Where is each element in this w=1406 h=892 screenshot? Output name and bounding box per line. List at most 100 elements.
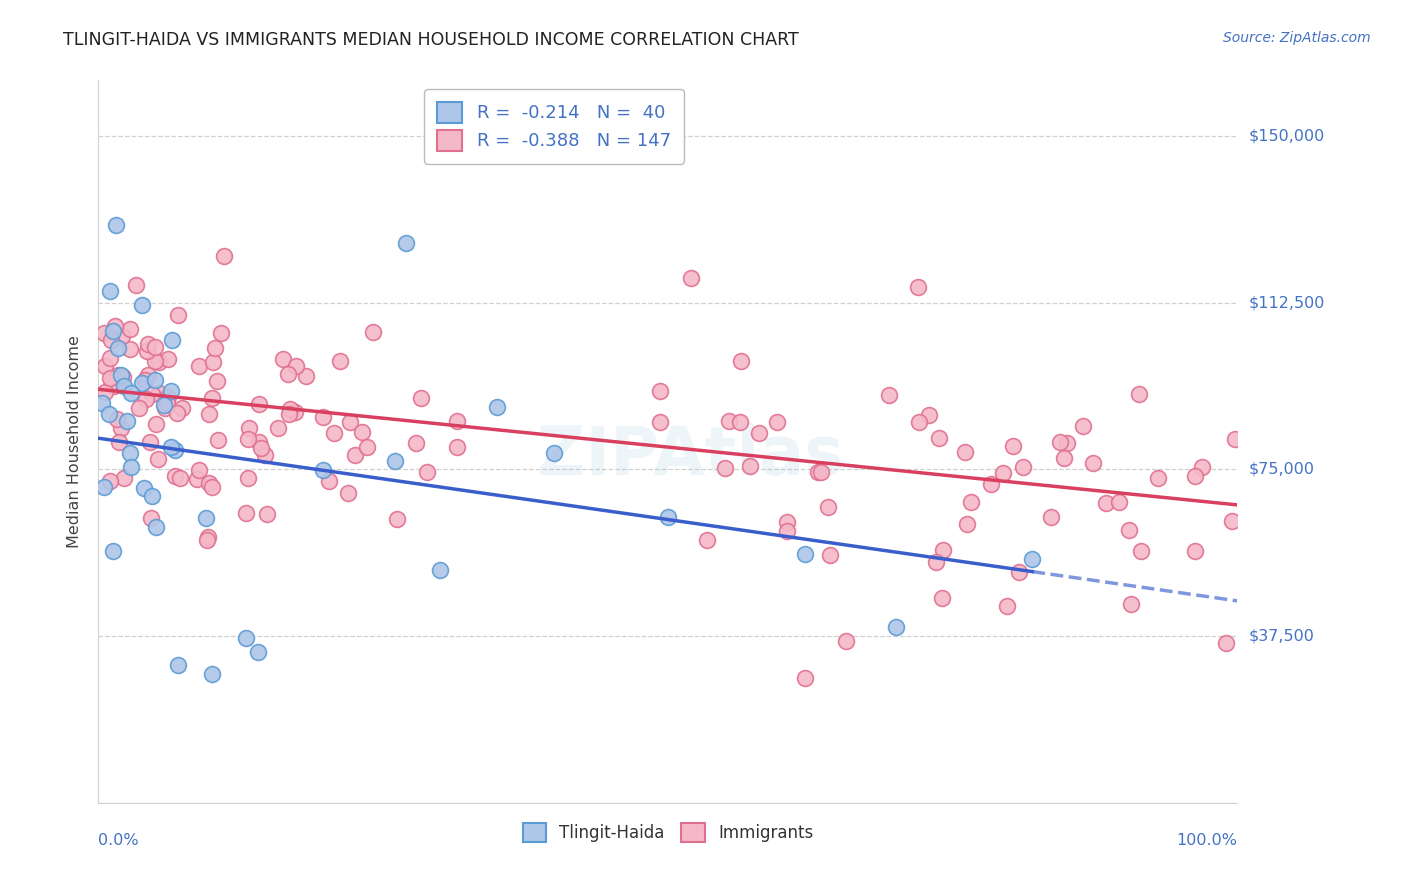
Text: $150,000: $150,000: [1249, 128, 1324, 144]
Point: [128, 401, 150, 415]
Point: [118, 446, 141, 460]
Point: [93, 480, 115, 494]
Point: [112, 370, 135, 384]
Point: [1220, 514, 1243, 528]
Point: [1081, 456, 1104, 470]
Y-axis label: Median Household Income: Median Household Income: [67, 335, 83, 548]
Point: [1012, 460, 1035, 475]
Point: [101, 375, 124, 389]
Point: [543, 446, 565, 460]
Point: [111, 329, 134, 343]
Point: [235, 632, 257, 646]
Point: [166, 406, 188, 420]
Point: [94, 385, 117, 400]
Point: [956, 516, 979, 531]
Point: [1147, 471, 1170, 485]
Point: [246, 645, 269, 659]
Point: [650, 384, 672, 399]
Point: [1049, 434, 1071, 449]
Point: [337, 486, 360, 500]
Point: [141, 386, 163, 401]
Point: [339, 415, 361, 429]
Point: [387, 512, 409, 526]
Point: [163, 442, 186, 457]
Point: [1128, 387, 1150, 401]
Point: [776, 524, 799, 539]
Point: [1052, 450, 1074, 465]
Point: [238, 420, 260, 434]
Point: [235, 506, 257, 520]
Point: [960, 495, 983, 509]
Point: [1073, 418, 1095, 433]
Point: [148, 386, 170, 401]
Point: [120, 343, 142, 357]
Point: [103, 378, 125, 392]
Point: [267, 420, 290, 434]
Point: [247, 435, 270, 450]
Point: [143, 353, 166, 368]
Point: [395, 235, 418, 250]
Point: [932, 542, 955, 557]
Point: [209, 326, 232, 340]
Point: [98, 351, 121, 365]
Point: [679, 271, 702, 285]
Point: [254, 448, 277, 462]
Point: [648, 416, 671, 430]
Point: [384, 454, 406, 468]
Point: [278, 401, 301, 416]
Point: [143, 341, 166, 355]
Point: [156, 351, 179, 366]
Point: [187, 359, 209, 373]
Point: [120, 386, 142, 401]
Point: [1008, 565, 1031, 579]
Point: [98, 474, 121, 488]
Point: [1191, 460, 1213, 475]
Point: [139, 511, 162, 525]
Point: [1184, 544, 1206, 558]
Point: [284, 405, 307, 419]
Point: [250, 442, 273, 456]
Point: [918, 408, 941, 422]
Point: [156, 390, 179, 404]
Point: [125, 277, 148, 292]
Text: $37,500: $37,500: [1249, 629, 1315, 643]
Point: [195, 533, 218, 547]
Point: [356, 440, 378, 454]
Point: [136, 368, 159, 383]
Point: [931, 591, 953, 606]
Point: [657, 509, 679, 524]
Point: [118, 322, 141, 336]
Point: [201, 391, 224, 405]
Point: [285, 359, 308, 373]
Point: [167, 657, 190, 672]
Point: [776, 515, 799, 529]
Point: [104, 218, 127, 232]
Point: [163, 469, 186, 483]
Point: [312, 463, 335, 477]
Point: [112, 379, 135, 393]
Point: [188, 463, 211, 477]
Text: 100.0%: 100.0%: [1177, 833, 1237, 848]
Point: [1108, 495, 1130, 509]
Point: [738, 458, 761, 473]
Point: [717, 414, 740, 428]
Point: [714, 461, 737, 475]
Point: [148, 451, 170, 466]
Text: Source: ZipAtlas.com: Source: ZipAtlas.com: [1223, 31, 1371, 45]
Point: [446, 414, 468, 428]
Point: [205, 374, 228, 388]
Point: [247, 397, 270, 411]
Point: [793, 671, 815, 685]
Point: [416, 465, 439, 479]
Point: [112, 471, 135, 485]
Point: [486, 400, 509, 414]
Point: [820, 548, 842, 562]
Point: [350, 425, 373, 440]
Point: [277, 367, 299, 381]
Point: [100, 333, 122, 347]
Text: $75,000: $75,000: [1249, 462, 1315, 477]
Point: [145, 520, 167, 534]
Point: [117, 414, 139, 428]
Point: [1001, 439, 1024, 453]
Point: [135, 392, 157, 407]
